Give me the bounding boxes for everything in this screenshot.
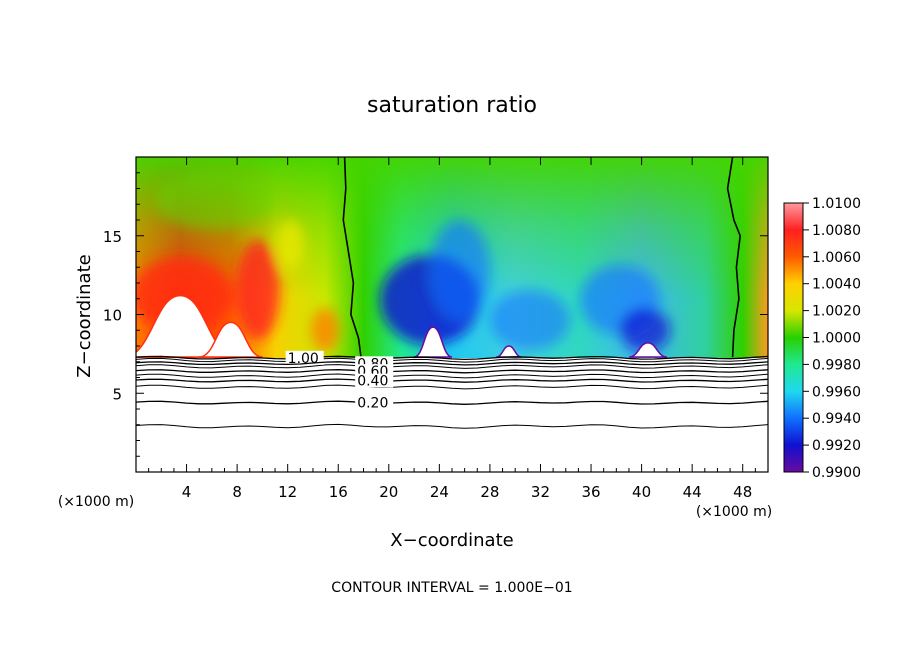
x-tick-label: 8: [232, 483, 242, 501]
contour-label: 0.40: [357, 374, 388, 390]
y-axis-label: Z−coordinate: [74, 254, 95, 377]
contour-line: [136, 369, 768, 374]
colorbar-tick-label: 1.0000: [812, 331, 861, 347]
contour-line: [136, 357, 768, 363]
contour-line: [136, 400, 768, 405]
terrain-peak: [199, 321, 263, 358]
unity-contour-line: [726, 157, 742, 358]
unity-contour-line: [342, 157, 362, 358]
colorbar-tick-label: 0.9920: [812, 438, 861, 454]
colorbar-tick-label: 1.0020: [812, 304, 861, 320]
colorbar-tick-label: 1.0040: [812, 277, 861, 293]
x-tick-label: 36: [581, 483, 600, 501]
y-tick-label: 5: [112, 385, 122, 403]
contour-line: [136, 355, 768, 361]
colorbar-tick-label: 1.0100: [812, 196, 861, 212]
x-tick-label: 44: [683, 483, 702, 501]
x-axis-label: X−coordinate: [390, 530, 513, 551]
x-unit-left: (×1000 m): [58, 494, 134, 510]
contour-line: [136, 364, 768, 369]
terrain-peak: [628, 342, 667, 358]
colorbar-tick-label: 0.9960: [812, 384, 861, 400]
y-axis-ticks: 5 10 15: [103, 172, 768, 457]
colorbar: 1.0100 1.0080 1.0060 1.0040 1.0020 1.0000 0.99…: [783, 196, 861, 481]
colorbar-tick-label: 0.9900: [812, 465, 861, 481]
contour-interval-note: CONTOUR INTERVAL = 1.000E−01: [331, 580, 572, 596]
y-tick-label: 15: [103, 228, 122, 246]
x-tick-label: 4: [182, 483, 192, 501]
contour-line: [136, 384, 768, 390]
chart-title: saturation ratio: [367, 93, 537, 118]
colorbar-gradient: [783, 202, 804, 473]
contour-line: [136, 423, 768, 429]
x-tick-label: 16: [329, 483, 348, 501]
x-axis-ticks: 4 8 12 16 20 24 28 32 36 40 44 48: [148, 157, 756, 501]
contour-label-bg: [285, 350, 324, 365]
terrain-peak: [413, 326, 453, 358]
x-unit-right: (×1000 m): [696, 504, 772, 520]
colorbar-tick-label: 1.0080: [812, 223, 861, 239]
unity-contours: [342, 157, 742, 358]
colorbar-tick-label: 0.9980: [812, 357, 861, 373]
contour-line: [136, 373, 768, 379]
x-tick-label: 12: [278, 483, 297, 501]
lower-contour-lines: 1.000.800.600.400.20: [136, 350, 768, 429]
terrain-masks: [136, 294, 667, 358]
colorbar-tick-label: 1.0060: [812, 250, 861, 266]
contour-line: [136, 378, 768, 383]
colorbar-ticks: 1.0100 1.0080 1.0060 1.0040 1.0020 1.0000 0.99…: [803, 196, 861, 481]
terrain-peak: [496, 345, 522, 358]
contour-label: 0.20: [357, 396, 388, 412]
contour-label-bg: [355, 395, 394, 410]
x-tick-label: 32: [531, 483, 550, 501]
saturation-field: 1.000.800.600.400.20: [136, 157, 768, 472]
contour-label-bg: [355, 373, 394, 388]
x-tick-label: 48: [733, 483, 752, 501]
contour-line: [136, 361, 768, 366]
x-tick-label: 24: [430, 483, 449, 501]
x-tick-label: 20: [379, 483, 398, 501]
x-tick-label: 28: [480, 483, 499, 501]
x-tick-label: 40: [632, 483, 651, 501]
colorbar-tick-label: 0.9940: [812, 411, 861, 427]
y-tick-label: 10: [103, 307, 122, 325]
